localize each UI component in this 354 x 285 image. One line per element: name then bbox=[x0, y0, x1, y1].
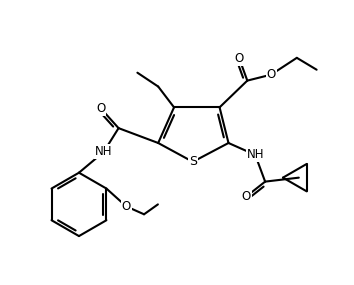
Text: NH: NH bbox=[95, 145, 113, 158]
Text: O: O bbox=[121, 200, 131, 213]
Text: O: O bbox=[267, 68, 276, 81]
Text: O: O bbox=[242, 190, 251, 203]
Text: O: O bbox=[96, 102, 105, 115]
Text: O: O bbox=[235, 52, 244, 65]
Text: S: S bbox=[189, 155, 197, 168]
Text: NH: NH bbox=[246, 148, 264, 161]
